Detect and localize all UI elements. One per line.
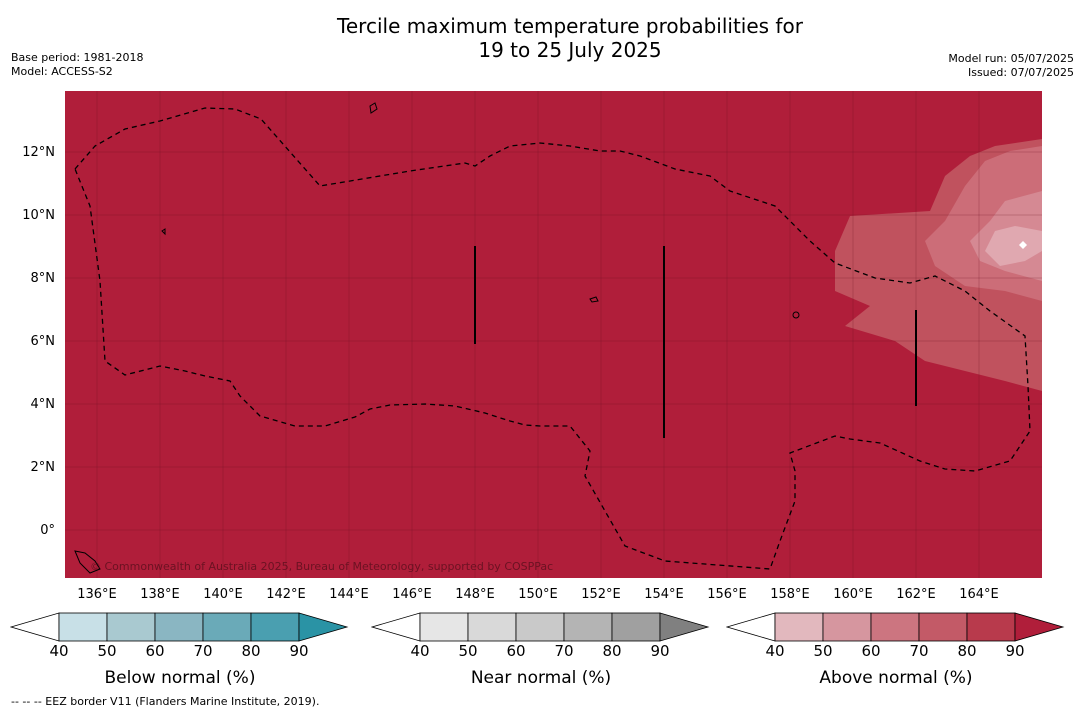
lon-label-148e: 148°E bbox=[455, 587, 495, 602]
above-tick-70: 70 bbox=[909, 642, 929, 660]
lon-label-162e: 162°E bbox=[896, 587, 936, 602]
lat-label-2n: 2°N bbox=[30, 460, 56, 475]
above-tick-80: 80 bbox=[957, 642, 977, 660]
boundary-lines bbox=[474, 246, 917, 438]
islands bbox=[74, 102, 800, 574]
lat-label-6n: 6°N bbox=[30, 334, 56, 349]
above-tick-90: 90 bbox=[1005, 642, 1025, 660]
title-line-2: 19 to 25 July 2025 bbox=[478, 38, 662, 62]
eez-footnote: -- -- -- EEZ border V11 (Flanders Marine… bbox=[11, 695, 320, 708]
lat-label-12n: 12°N bbox=[22, 145, 55, 160]
below-normal-title: Below normal (%) bbox=[104, 668, 256, 688]
lon-label-152e: 152°E bbox=[581, 587, 621, 602]
model-run: Model run: 05/07/2025 bbox=[948, 52, 1074, 65]
colorbar-min-arrow bbox=[10, 612, 60, 642]
colorbar-segment bbox=[822, 612, 872, 642]
lat-label-4n: 4°N bbox=[30, 397, 56, 412]
colorbar-segment bbox=[58, 612, 108, 642]
lon-label-140e: 140°E bbox=[203, 587, 243, 602]
colorbar-above-normal bbox=[726, 612, 1065, 642]
base-period: Base period: 1981-2018 bbox=[11, 51, 144, 64]
above-tick-60: 60 bbox=[861, 642, 881, 660]
model-name: Model: ACCESS-S2 bbox=[11, 65, 113, 78]
above-tick-50: 50 bbox=[813, 642, 833, 660]
lon-label-164e: 164°E bbox=[959, 587, 999, 602]
near-tick-50: 50 bbox=[458, 642, 478, 660]
probability-contours bbox=[835, 139, 1042, 391]
probability-map: © Commonwealth of Australia 2025, Bureau… bbox=[65, 91, 1042, 578]
near-tick-40: 40 bbox=[410, 642, 430, 660]
lon-label-154e: 154°E bbox=[644, 587, 684, 602]
lon-label-144e: 144°E bbox=[329, 587, 369, 602]
lon-label-138e: 138°E bbox=[140, 587, 180, 602]
issued-date: Issued: 07/07/2025 bbox=[967, 66, 1074, 79]
below-tick-90: 90 bbox=[289, 642, 309, 660]
above-tick-40: 40 bbox=[765, 642, 785, 660]
colorbar-segment bbox=[774, 612, 824, 642]
eez-border bbox=[74, 107, 1031, 570]
near-tick-60: 60 bbox=[506, 642, 526, 660]
colorbar-segment bbox=[870, 612, 920, 642]
colorbar-max-arrow bbox=[1014, 612, 1065, 642]
white-marker bbox=[1019, 241, 1027, 249]
colorbar-segment bbox=[563, 612, 613, 642]
lat-label-10n: 10°N bbox=[22, 208, 55, 223]
colorbar-near-normal bbox=[371, 612, 710, 642]
lon-label-150e: 150°E bbox=[518, 587, 558, 602]
chart-title: Tercile maximum temperature probabilitie… bbox=[0, 14, 1085, 62]
colorbar-max-arrow bbox=[298, 612, 349, 642]
colorbar-segment bbox=[611, 612, 661, 642]
lat-label-0: 0° bbox=[40, 523, 55, 538]
colorbar-segment bbox=[515, 612, 565, 642]
colorbar-segment bbox=[419, 612, 469, 642]
near-normal-title: Near normal (%) bbox=[470, 668, 612, 688]
graticule bbox=[65, 91, 1042, 578]
lon-label-160e: 160°E bbox=[833, 587, 873, 602]
meta-left: Base period: 1981-2018 Model: ACCESS-S2 bbox=[11, 51, 143, 79]
meta-right: Model run: 05/07/2025 Issued: 07/07/2025 bbox=[948, 52, 1074, 80]
below-tick-50: 50 bbox=[97, 642, 117, 660]
copyright-text: © Commonwealth of Australia 2025, Bureau… bbox=[90, 560, 553, 573]
colorbar-segment bbox=[202, 612, 252, 642]
below-tick-40: 40 bbox=[49, 642, 69, 660]
title-line-1: Tercile maximum temperature probabilitie… bbox=[337, 14, 803, 38]
lon-label-142e: 142°E bbox=[266, 587, 306, 602]
colorbar-segment bbox=[467, 612, 517, 642]
near-tick-70: 70 bbox=[554, 642, 574, 660]
below-tick-70: 70 bbox=[193, 642, 213, 660]
lat-label-8n: 8°N bbox=[30, 271, 56, 286]
near-tick-90: 90 bbox=[650, 642, 670, 660]
colorbar-segment bbox=[918, 612, 968, 642]
colorbar-below-normal bbox=[10, 612, 349, 642]
lon-label-146e: 146°E bbox=[392, 587, 432, 602]
colorbar-segment bbox=[966, 612, 1016, 642]
lon-label-136e: 136°E bbox=[77, 587, 117, 602]
colorbar-max-arrow bbox=[659, 612, 710, 642]
below-tick-80: 80 bbox=[241, 642, 261, 660]
above-normal-title: Above normal (%) bbox=[819, 668, 973, 688]
colorbar-min-arrow bbox=[371, 612, 421, 642]
lon-label-156e: 156°E bbox=[707, 587, 747, 602]
near-tick-80: 80 bbox=[602, 642, 622, 660]
colorbar-segment bbox=[106, 612, 156, 642]
colorbar-min-arrow bbox=[726, 612, 776, 642]
colorbar-segment bbox=[250, 612, 300, 642]
below-tick-60: 60 bbox=[145, 642, 165, 660]
colorbar-segment bbox=[154, 612, 204, 642]
lon-label-158e: 158°E bbox=[770, 587, 810, 602]
